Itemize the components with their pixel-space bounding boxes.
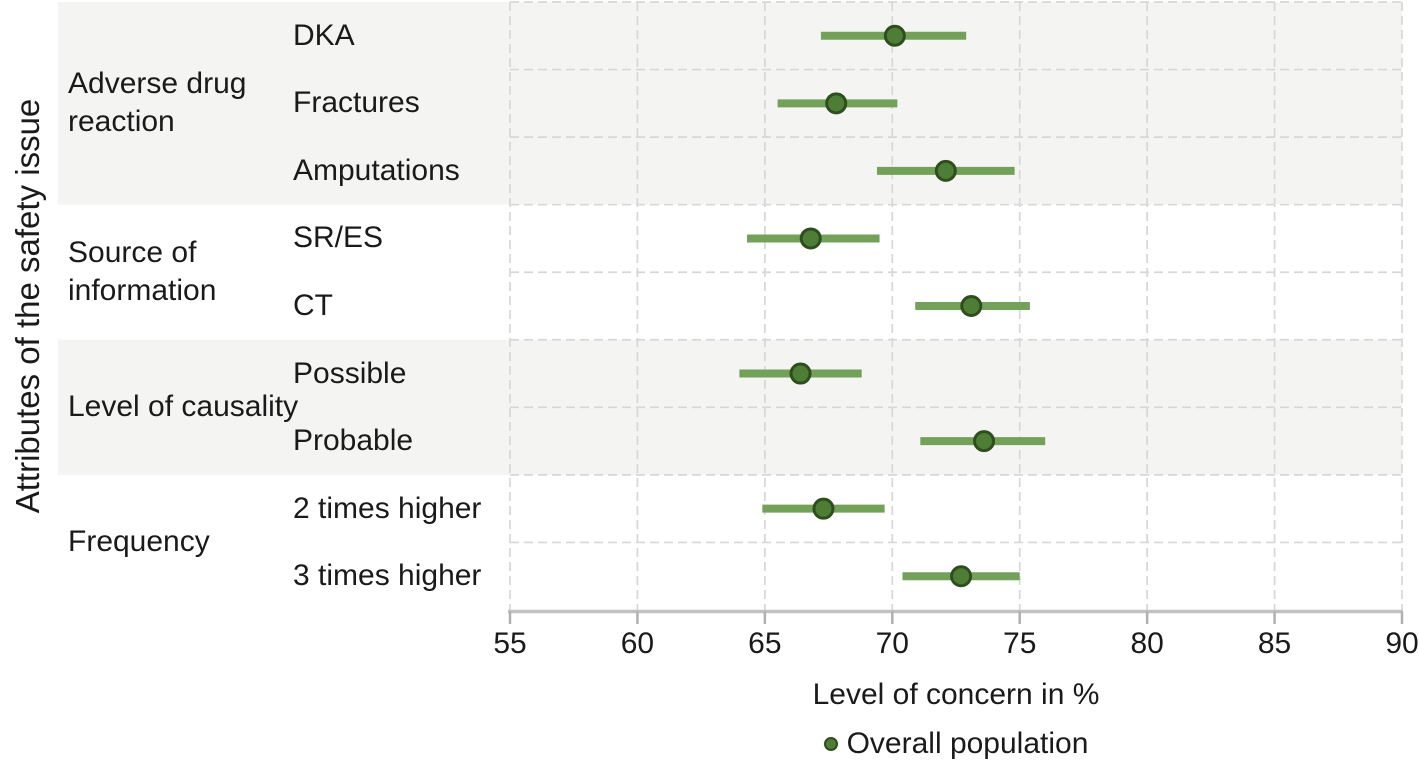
row-label: DKA — [293, 18, 355, 52]
data-point — [789, 362, 812, 385]
row-label: Fractures — [293, 86, 420, 120]
data-point — [973, 430, 996, 453]
group-label: Source of information — [68, 236, 217, 308]
data-point — [960, 295, 983, 317]
row-label: 3 times higher — [293, 559, 482, 593]
x-tick-label: 75 — [1003, 627, 1036, 660]
x-tick-label: 85 — [1258, 627, 1291, 660]
data-point — [883, 24, 906, 47]
group-band — [58, 2, 1402, 205]
row-label: Amputations — [293, 153, 460, 187]
x-tick-label: 80 — [1130, 627, 1163, 660]
x-tick-label: 65 — [748, 627, 781, 660]
x-tick-label: 60 — [621, 627, 654, 660]
legend-label: Overall population — [846, 727, 1089, 760]
row-label: CT — [293, 289, 333, 322]
row-label: Probable — [293, 424, 414, 458]
x-tick-label: 70 — [876, 627, 909, 660]
data-point — [799, 227, 822, 250]
data-point — [825, 92, 848, 115]
x-tick-label: 55 — [493, 627, 526, 660]
y-axis-title: Attributes of the safety issue — [9, 98, 46, 514]
row-label: Possible — [293, 356, 407, 390]
x-axis-title: Level of concern in % — [812, 678, 1100, 711]
data-point — [934, 159, 957, 182]
legend: Overall population — [510, 727, 1402, 761]
data-point — [812, 497, 835, 520]
group-band — [58, 339, 1402, 475]
x-tick-label: 90 — [1385, 627, 1418, 660]
row-label: SR/ES — [293, 221, 384, 255]
legend-point-icon — [823, 737, 838, 751]
group-label: Frequency — [68, 525, 210, 559]
group-label: Adverse drug reaction — [68, 67, 247, 139]
group-label: Level of causality — [68, 390, 299, 424]
data-point — [950, 565, 973, 588]
row-label: 2 times higher — [293, 491, 482, 525]
